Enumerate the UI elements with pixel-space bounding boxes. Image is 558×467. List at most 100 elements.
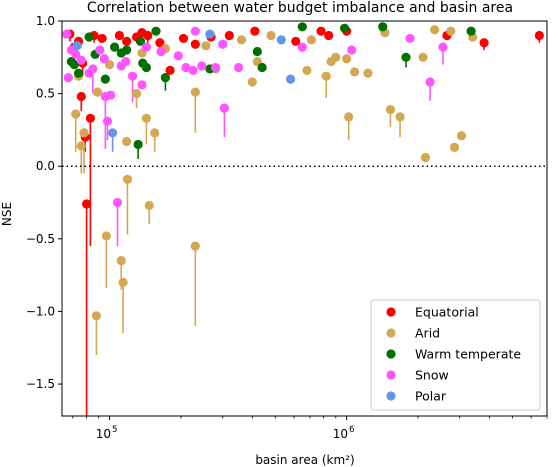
- data-point: [144, 200, 154, 211]
- y-tick-label: −0.5: [26, 232, 55, 246]
- data-point: [344, 112, 354, 122]
- data-points: [62, 22, 544, 321]
- data-point: [99, 54, 109, 64]
- data-point: [92, 87, 103, 97]
- legend-label: Equatorial: [415, 305, 479, 320]
- data-point: [324, 30, 334, 41]
- data-point: [122, 45, 132, 55]
- data-point: [276, 35, 286, 45]
- data-point: [291, 36, 301, 46]
- data-point: [456, 131, 467, 141]
- legend-label: Warm temperate: [415, 347, 521, 362]
- data-point: [395, 112, 405, 122]
- data-point: [430, 25, 440, 35]
- data-point: [71, 109, 81, 119]
- data-point: [73, 68, 84, 78]
- data-point: [84, 32, 94, 42]
- y-tick-label: 0.5: [36, 87, 55, 101]
- y-axis-label: NSE: [0, 202, 14, 226]
- data-point: [534, 30, 544, 41]
- data-point: [188, 65, 198, 75]
- data-point: [104, 59, 115, 70]
- y-tick-label: −1.5: [26, 377, 55, 391]
- data-point: [321, 71, 331, 81]
- data-point: [210, 62, 221, 73]
- data-point: [88, 64, 98, 74]
- data-point: [131, 89, 142, 99]
- data-point: [449, 142, 460, 152]
- data-point: [95, 45, 105, 55]
- data-point: [205, 29, 215, 39]
- data-point: [160, 73, 171, 83]
- data-point: [385, 104, 396, 115]
- data-point: [76, 55, 86, 65]
- data-point: [236, 35, 247, 45]
- chart-title: Correlation between water budget imbalan…: [87, 0, 513, 16]
- data-point: [76, 141, 86, 151]
- data-point: [425, 77, 435, 87]
- data-point: [297, 22, 307, 32]
- data-point: [143, 30, 153, 41]
- data-point: [297, 42, 307, 52]
- data-point: [316, 26, 326, 36]
- data-point: [252, 46, 262, 57]
- data-point: [378, 22, 388, 32]
- error-stems: [69, 34, 541, 416]
- data-point: [233, 62, 244, 73]
- data-point: [155, 38, 165, 48]
- data-point: [347, 45, 357, 55]
- data-point: [114, 30, 124, 41]
- data-point: [446, 26, 456, 36]
- legend-marker: [386, 307, 396, 317]
- data-point: [141, 113, 151, 123]
- data-point: [173, 51, 183, 61]
- data-point: [97, 33, 107, 44]
- data-point: [76, 91, 86, 102]
- data-point: [420, 152, 431, 163]
- data-point: [133, 139, 143, 150]
- data-point: [91, 311, 102, 321]
- data-point: [201, 41, 211, 51]
- data-point: [219, 103, 229, 113]
- legend-marker: [386, 370, 396, 380]
- data-point: [69, 59, 79, 70]
- data-point: [62, 29, 72, 39]
- data-point: [342, 54, 352, 64]
- y-tick-label: 1.0: [36, 14, 55, 28]
- data-point: [190, 39, 200, 49]
- data-point: [178, 33, 189, 44]
- data-point: [156, 46, 166, 57]
- data-point: [141, 62, 151, 73]
- data-point: [118, 277, 128, 287]
- legend: Equatorial Arid Warm temperate Snow Polar: [370, 299, 541, 411]
- data-point: [218, 39, 228, 49]
- legend-label: Polar: [415, 389, 447, 404]
- data-point: [122, 36, 132, 46]
- data-point: [135, 36, 146, 46]
- data-point: [122, 174, 133, 184]
- data-point: [302, 65, 312, 75]
- data-point: [127, 71, 138, 81]
- data-point: [250, 26, 260, 36]
- data-point: [438, 42, 448, 52]
- legend-marker: [386, 391, 396, 401]
- data-point: [81, 199, 92, 209]
- legend-marker: [386, 349, 396, 359]
- data-point: [105, 90, 116, 100]
- x-axis-label: basin area (km²): [255, 453, 354, 467]
- data-point: [266, 30, 276, 41]
- data-point: [224, 30, 234, 41]
- data-point: [181, 62, 191, 73]
- legend-marker: [386, 328, 396, 338]
- data-point: [190, 26, 200, 36]
- x-tick-label: 105: [96, 425, 118, 441]
- data-point: [285, 74, 296, 84]
- data-point: [85, 113, 95, 123]
- data-point: [257, 62, 267, 73]
- data-point: [363, 68, 373, 78]
- data-point: [63, 73, 73, 83]
- data-point: [108, 128, 118, 138]
- data-point: [479, 38, 489, 48]
- data-point: [116, 256, 126, 266]
